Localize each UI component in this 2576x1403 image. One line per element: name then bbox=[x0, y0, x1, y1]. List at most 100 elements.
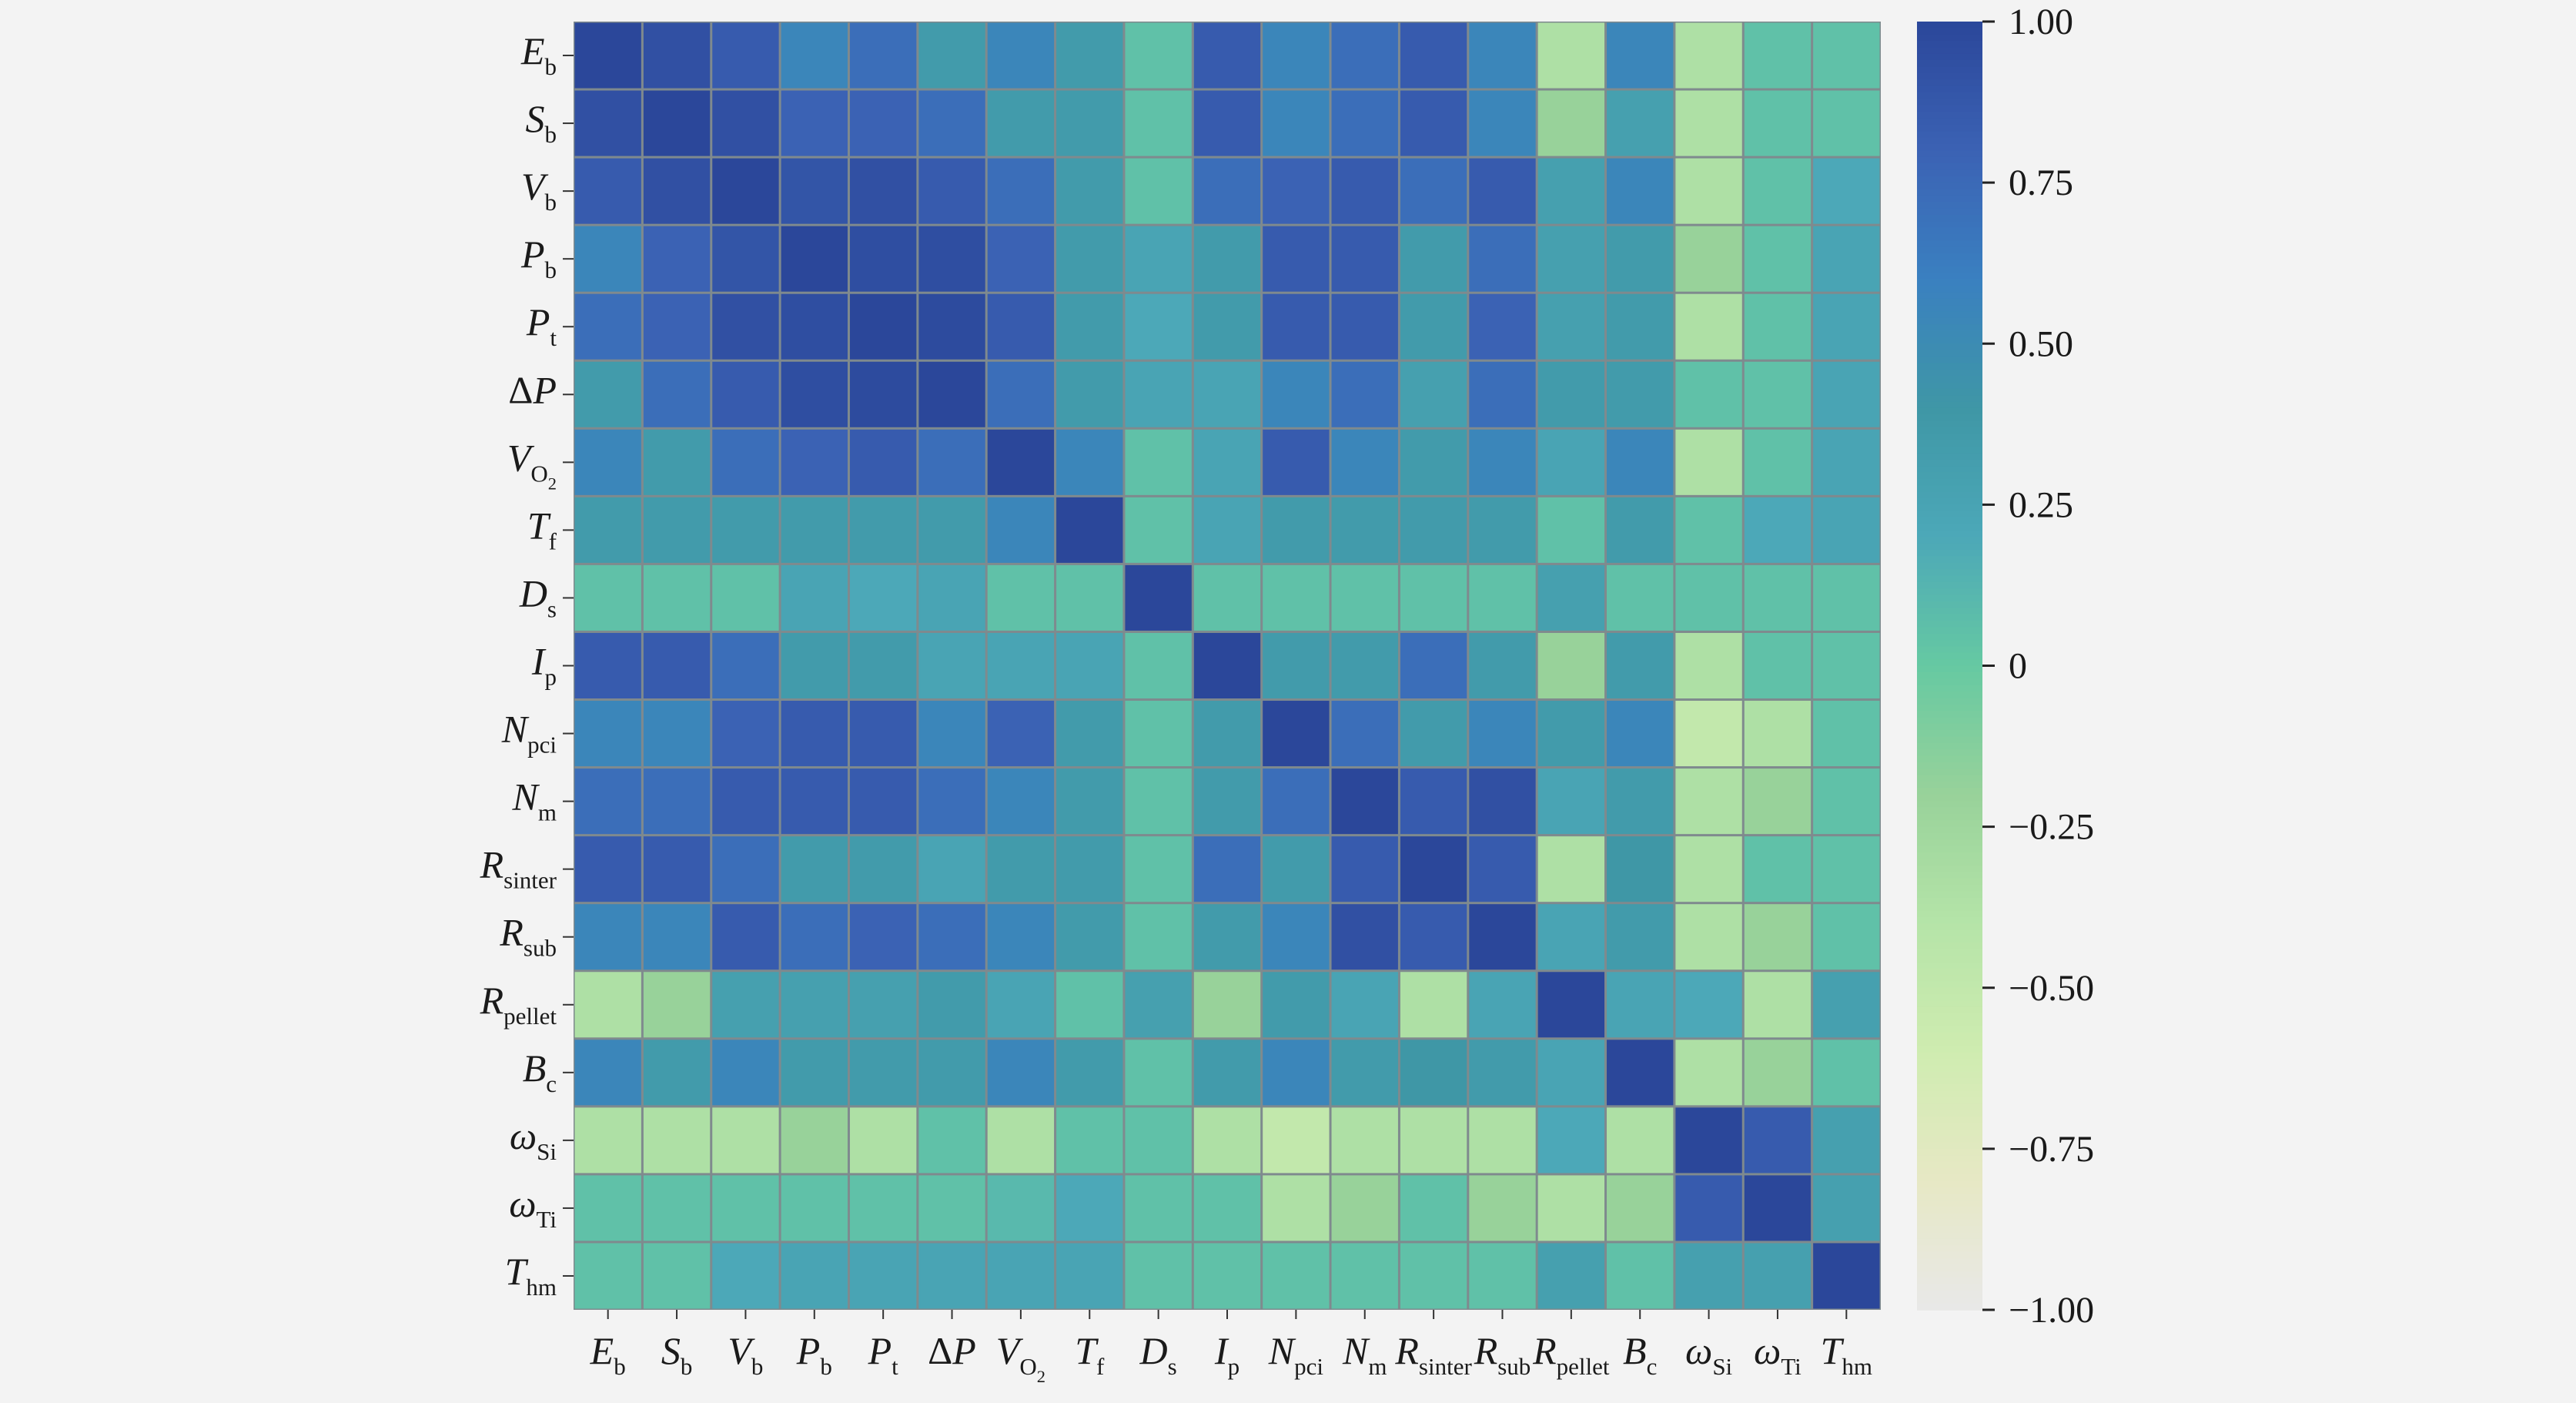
heatmap-cell bbox=[643, 632, 711, 699]
column-label: ωTi bbox=[1754, 1329, 1802, 1380]
heatmap-cell bbox=[781, 429, 848, 495]
heatmap-cell bbox=[987, 1243, 1055, 1309]
heatmap-cell bbox=[1537, 1175, 1605, 1241]
colorbar-segment bbox=[1917, 955, 1982, 963]
colorbar-segment bbox=[1917, 156, 1982, 164]
heatmap-cell bbox=[1813, 1243, 1880, 1309]
heatmap-cell bbox=[574, 226, 641, 292]
colorbar-segment bbox=[1917, 150, 1982, 158]
heatmap-cell bbox=[1607, 1040, 1674, 1106]
heatmap-cell bbox=[781, 361, 848, 427]
heatmap-cell bbox=[1400, 90, 1467, 156]
heatmap-cell bbox=[918, 632, 985, 699]
colorbar-segment bbox=[1917, 640, 1982, 648]
heatmap-cell bbox=[712, 361, 779, 427]
heatmap-cell bbox=[712, 701, 779, 767]
heatmap-cell bbox=[574, 361, 641, 427]
heatmap-cell bbox=[781, 1040, 848, 1106]
colorbar-segment bbox=[1917, 801, 1982, 809]
heatmap-cell bbox=[1744, 768, 1812, 835]
heatmap-cell bbox=[987, 972, 1055, 1038]
heatmap-cell bbox=[1675, 768, 1742, 835]
colorbar-tick-label: −0.50 bbox=[2009, 968, 2094, 1009]
colorbar-segment bbox=[1917, 1290, 1982, 1298]
row-label: Ds bbox=[519, 571, 557, 622]
colorbar-segment bbox=[1917, 246, 1982, 254]
heatmap-cell bbox=[1193, 90, 1261, 156]
heatmap-cell bbox=[918, 836, 985, 902]
colorbar-segment bbox=[1917, 34, 1982, 42]
colorbar-segment bbox=[1917, 1207, 1982, 1214]
colorbar-segment bbox=[1917, 1052, 1982, 1060]
heatmap-cell bbox=[918, 293, 985, 360]
heatmap-cell bbox=[712, 22, 779, 89]
colorbar-segment bbox=[1917, 1251, 1982, 1259]
colorbar-segment bbox=[1917, 627, 1982, 635]
colorbar-segment bbox=[1917, 1103, 1982, 1111]
heatmap-cell bbox=[712, 564, 779, 631]
column-label: VO2 bbox=[996, 1329, 1045, 1386]
heatmap-cell bbox=[1537, 158, 1605, 224]
colorbar-segment bbox=[1917, 884, 1982, 892]
heatmap-cell bbox=[1675, 1040, 1742, 1106]
heatmap-cell bbox=[574, 293, 641, 360]
row-label: Npci bbox=[501, 708, 557, 758]
heatmap-cell bbox=[1331, 701, 1398, 767]
heatmap-cell bbox=[643, 701, 711, 767]
heatmap-cell bbox=[1607, 564, 1674, 631]
row-label: Rsinter bbox=[480, 843, 557, 894]
heatmap-cell bbox=[1193, 1243, 1261, 1309]
colorbar-segment bbox=[1917, 768, 1982, 776]
heatmap-cell bbox=[1607, 1243, 1674, 1309]
colorbar-segment bbox=[1917, 1148, 1982, 1157]
heatmap-cell bbox=[1813, 632, 1880, 699]
heatmap-cell bbox=[1263, 1107, 1330, 1174]
colorbar-segment bbox=[1917, 1155, 1982, 1163]
colorbar-segment bbox=[1917, 620, 1982, 628]
column-label: Thm bbox=[1821, 1329, 1872, 1380]
heatmap-cell bbox=[574, 972, 641, 1038]
heatmap-cell bbox=[1537, 768, 1605, 835]
heatmap-cell bbox=[1331, 226, 1398, 292]
heatmap-cell bbox=[1400, 158, 1467, 224]
heatmap-cell bbox=[1263, 972, 1330, 1038]
heatmap-cell bbox=[1607, 632, 1674, 699]
heatmap-cell bbox=[1607, 1107, 1674, 1174]
colorbar-segment bbox=[1917, 118, 1982, 126]
heatmap-cell bbox=[1744, 632, 1812, 699]
colorbar-segment bbox=[1917, 537, 1982, 544]
heatmap-cell bbox=[1675, 158, 1742, 224]
heatmap-cell bbox=[712, 429, 779, 495]
colorbar-segment bbox=[1917, 691, 1982, 699]
heatmap-cell bbox=[1469, 497, 1536, 563]
heatmap-cell bbox=[1125, 90, 1192, 156]
colorbar-segment bbox=[1917, 1136, 1982, 1143]
colorbar-segment bbox=[1917, 614, 1982, 621]
colorbar-segment bbox=[1917, 298, 1982, 306]
heatmap-cell bbox=[1400, 904, 1467, 970]
heatmap-cell bbox=[643, 904, 711, 970]
colorbar-segment bbox=[1917, 949, 1982, 956]
colorbar-segment bbox=[1917, 485, 1982, 493]
heatmap-cell bbox=[1813, 22, 1880, 89]
heatmap-cell bbox=[1056, 972, 1123, 1038]
heatmap-cell bbox=[1193, 1040, 1261, 1106]
heatmap-cell bbox=[643, 226, 711, 292]
heatmap-cell bbox=[1469, 564, 1536, 631]
colorbar-segment bbox=[1917, 923, 1982, 931]
heatmap-cell bbox=[574, 1107, 641, 1174]
heatmap-cell bbox=[1056, 904, 1123, 970]
heatmap-cell bbox=[574, 836, 641, 902]
heatmap-cell bbox=[1400, 22, 1467, 89]
row-label: Thm bbox=[505, 1250, 557, 1301]
colorbar-segment bbox=[1917, 1123, 1982, 1130]
heatmap-cell bbox=[849, 226, 917, 292]
heatmap-cell bbox=[643, 1243, 711, 1309]
colorbar-segment bbox=[1917, 524, 1982, 531]
colorbar-segment bbox=[1917, 1284, 1982, 1291]
colorbar-segment bbox=[1917, 176, 1982, 183]
heatmap-cell bbox=[1056, 1243, 1123, 1309]
heatmap-cell bbox=[712, 768, 779, 835]
colorbar-segment bbox=[1917, 678, 1982, 686]
